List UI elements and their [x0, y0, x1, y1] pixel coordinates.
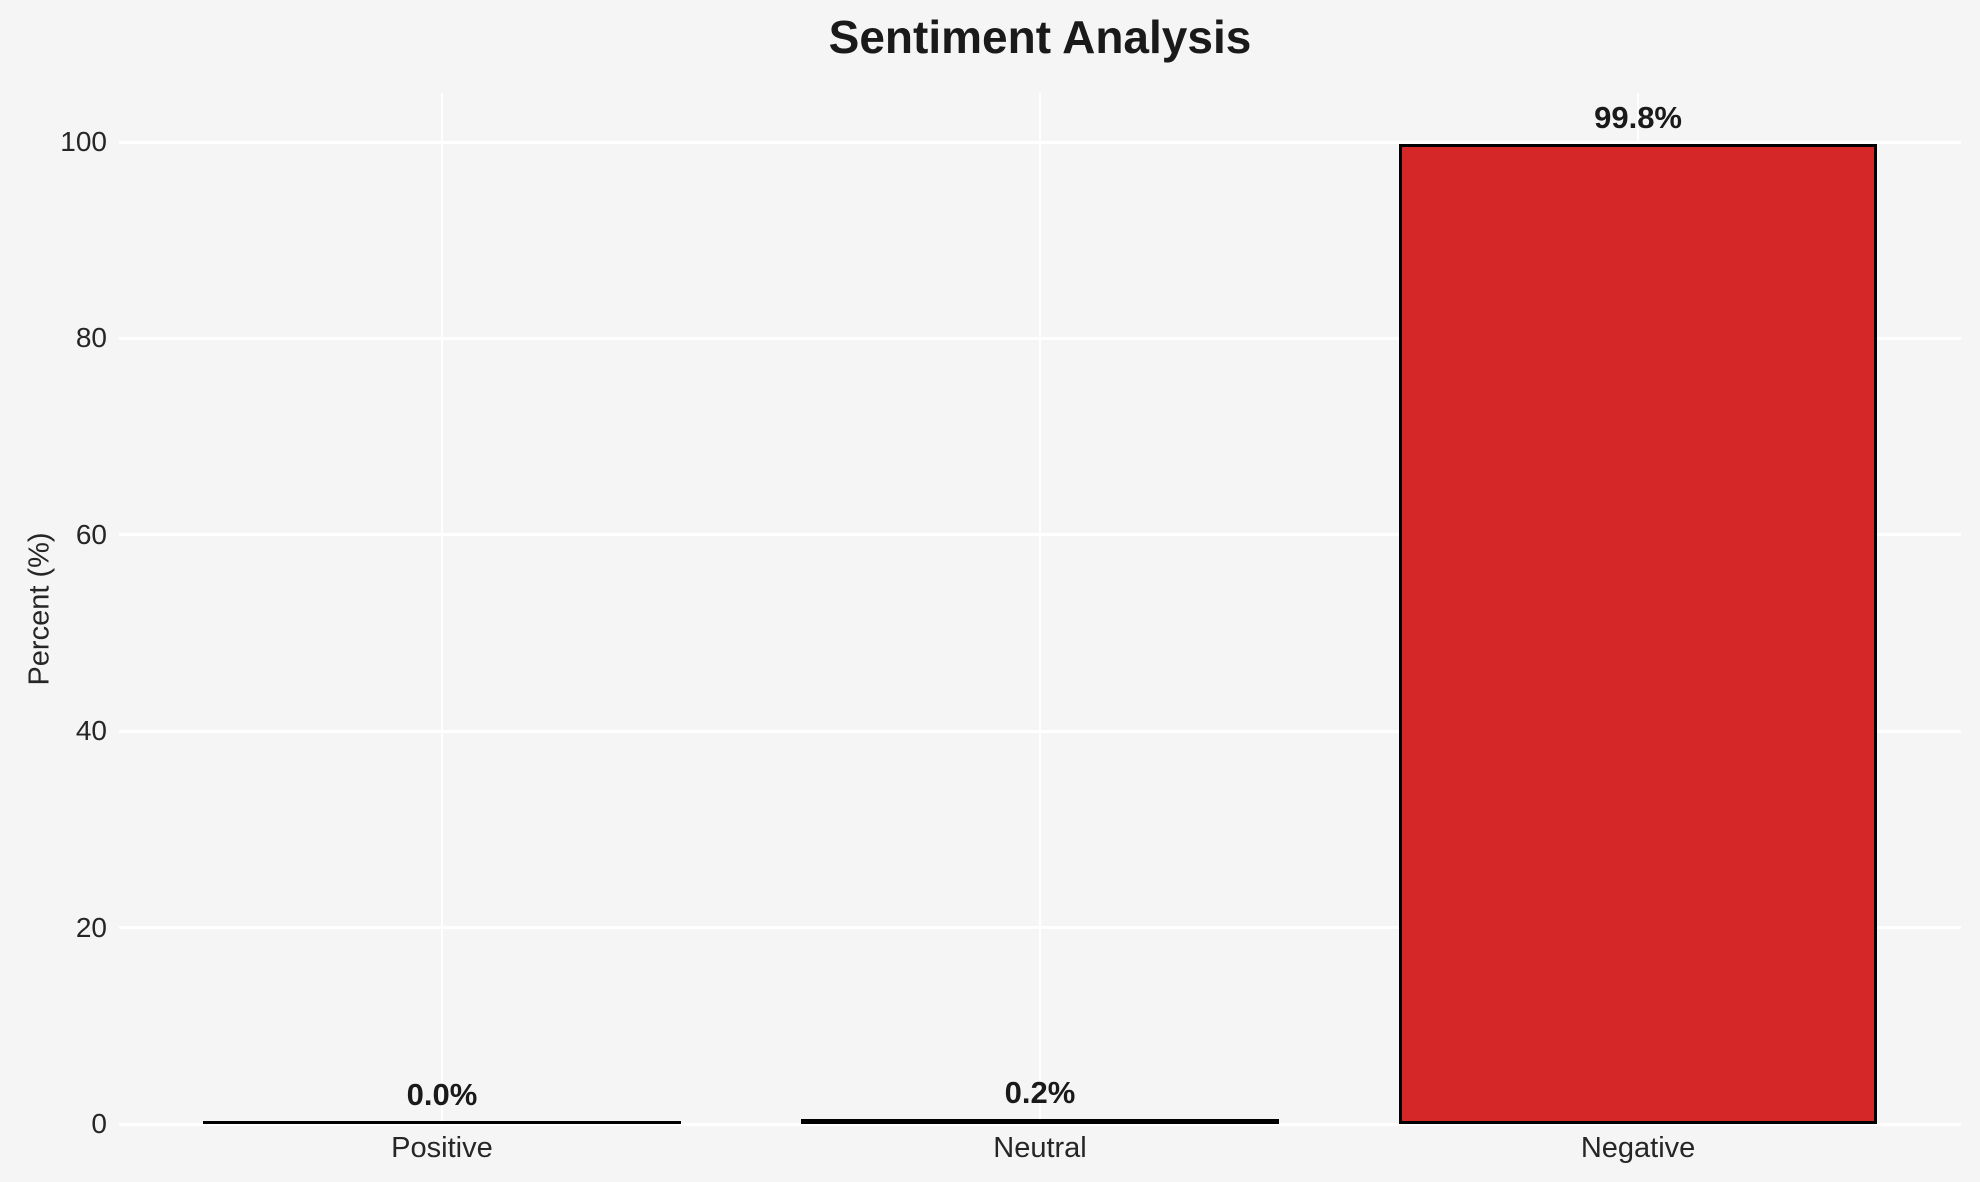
chart-title: Sentiment Analysis — [828, 11, 1252, 63]
bar-neutral — [800, 1119, 1280, 1124]
gridline-y-0 — [119, 1122, 1961, 1126]
y-tick-label-100: 100 — [60, 126, 107, 158]
y-tick-label-20: 20 — [75, 911, 107, 943]
gridline-x-positive — [440, 93, 443, 1124]
value-label-neutral: 0.2% — [1004, 1075, 1076, 1111]
value-label-negative: 99.8% — [1594, 100, 1682, 136]
bar-negative — [1398, 144, 1878, 1124]
y-tick-label-40: 40 — [75, 715, 107, 747]
y-tick-label-0: 0 — [91, 1108, 107, 1139]
y-tick-label-60: 60 — [75, 518, 107, 550]
y-axis-label: Percent (%) — [23, 531, 56, 686]
x-tick-label-neutral: Neutral — [993, 1132, 1087, 1164]
x-tick-label-positive: Positive — [391, 1132, 493, 1164]
bar-positive — [202, 1121, 682, 1124]
x-tick-label-negative: Negative — [1580, 1132, 1696, 1164]
gridline-x-neutral — [1039, 93, 1041, 1124]
value-label-positive: 0.0% — [406, 1077, 478, 1112]
y-tick-label-80: 80 — [75, 322, 107, 354]
